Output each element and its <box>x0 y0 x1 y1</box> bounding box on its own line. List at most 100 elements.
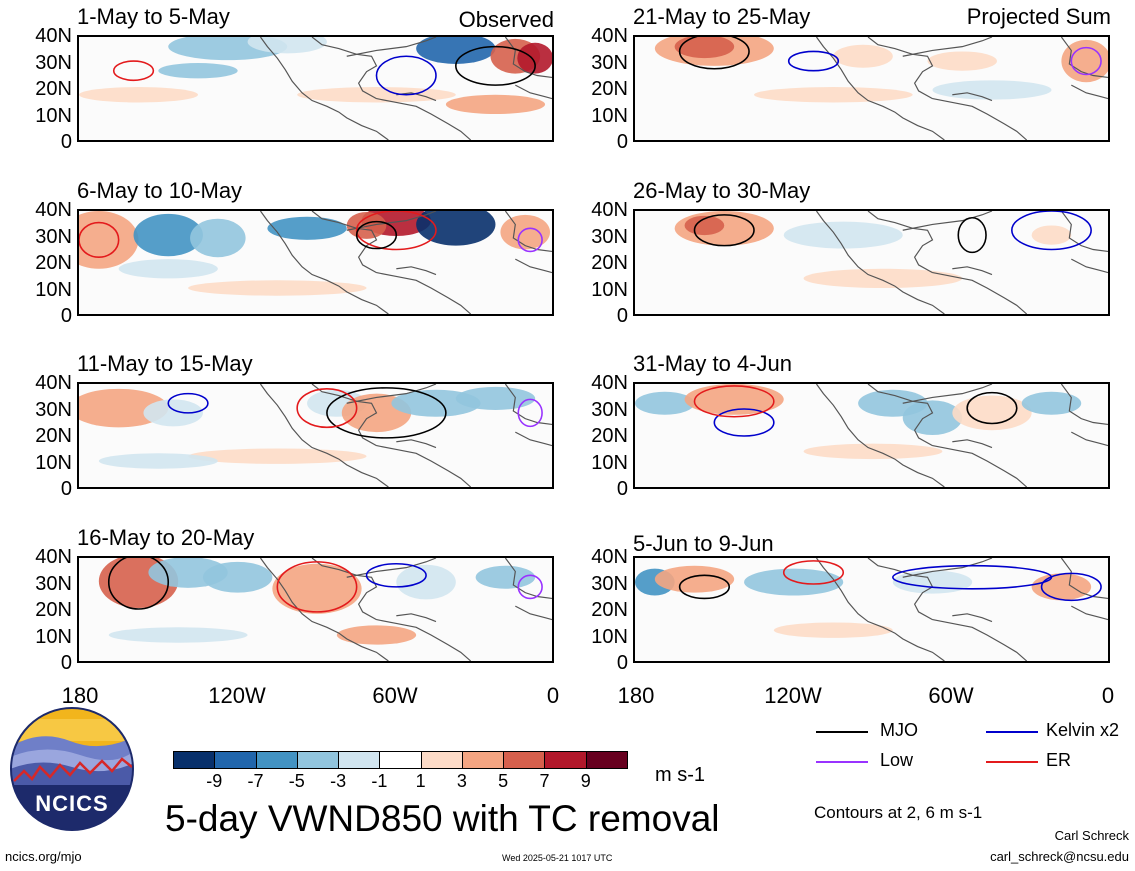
colorbar-swatch <box>379 751 422 769</box>
anomaly-shading <box>500 214 551 250</box>
anomaly-shading <box>517 42 552 74</box>
coastline <box>902 384 993 404</box>
map-panel-2-graphics <box>654 37 1108 140</box>
lat-label: 0 <box>616 652 628 674</box>
coastline <box>504 384 552 426</box>
colorbar-tick-label: -5 <box>288 771 305 791</box>
anomaly-shading <box>833 44 893 68</box>
footer-timestamp: Wed 2025-05-21 1017 UTC <box>502 853 613 863</box>
legend-kelvin-line <box>986 731 1038 733</box>
anomaly-shading <box>1021 391 1082 415</box>
anomaly-shading <box>635 391 695 415</box>
lat-label: 30N <box>591 225 628 248</box>
map-panel-1-graphics <box>79 37 552 140</box>
colorbar-swatch <box>503 751 546 769</box>
map-panel-3 <box>77 209 554 316</box>
lat-label: 0 <box>60 131 72 153</box>
anomaly-shading <box>773 622 893 638</box>
colorbar-tick-label: -9 <box>206 771 223 791</box>
map-panel-4 <box>633 209 1110 316</box>
anomaly-shading <box>803 268 963 289</box>
anomaly-shading <box>654 565 735 593</box>
wave-contour <box>678 574 730 600</box>
coastline <box>867 37 934 100</box>
wave-contour <box>1040 572 1102 602</box>
lat-label: 20N <box>35 425 72 447</box>
contours-note: Contours at 2, 6 m s-1 <box>814 803 983 822</box>
coastline <box>259 37 389 140</box>
anomaly-shading <box>416 211 496 246</box>
legend-low-label: Low <box>880 750 914 770</box>
colorbar-tick-label: -7 <box>247 771 264 791</box>
anomaly-shading <box>297 87 456 103</box>
wave-contour <box>713 408 775 437</box>
colorbar-swatch <box>214 751 257 769</box>
colorbar-ticks: -9 -7 -5 -3 -1 1 3 5 7 9 <box>173 772 627 794</box>
lat-label: 0 <box>60 652 72 674</box>
anomaly-shading <box>445 94 546 115</box>
coastline <box>1071 431 1108 447</box>
ncics-logo-text: NCICS <box>35 791 109 816</box>
lat-label: 30N <box>35 398 72 421</box>
anomaly-shading <box>744 568 844 596</box>
coastline <box>311 37 378 100</box>
lon-label-120w-right: 120W <box>764 683 822 708</box>
lat-label: 0 <box>616 478 628 500</box>
lat-label: 0 <box>60 305 72 327</box>
lon-label-0-right: 0 <box>1101 683 1115 708</box>
colorbar-units: m s-1 <box>655 764 705 786</box>
anomaly-shading <box>108 627 248 643</box>
coastline <box>515 84 552 100</box>
anomaly-shading <box>79 211 139 269</box>
wave-contour <box>107 558 170 610</box>
lat-label: 0 <box>616 131 628 153</box>
anomaly-shading <box>247 37 327 54</box>
coastline <box>346 384 437 404</box>
wave-contour <box>355 220 398 250</box>
colorbar-swatch <box>255 751 298 769</box>
colorbar-tick-label: -3 <box>330 771 347 791</box>
anomaly-shading <box>892 570 973 594</box>
anomaly-shading <box>133 213 203 257</box>
lat-label: 20N <box>591 78 628 100</box>
wave-contour <box>112 60 155 82</box>
colorbar-tick-label: -1 <box>371 771 388 791</box>
anomaly-shading <box>952 395 1032 431</box>
panel-title-4: 26-May to 30-May <box>633 178 811 203</box>
coastline <box>1060 384 1108 426</box>
lat-label: 40N <box>35 199 72 221</box>
anomaly-shading <box>753 87 913 103</box>
coastline <box>311 211 378 274</box>
footer-email: carl_schreck@ncsu.edu <box>990 849 1129 864</box>
wave-contour <box>693 385 775 418</box>
coastline <box>815 37 945 140</box>
footer-author: Carl Schreck <box>1054 828 1129 843</box>
lat-label: 30N <box>591 572 628 595</box>
coastline <box>932 619 1028 661</box>
colorbar-tick-label: 1 <box>415 771 426 791</box>
lon-label-0-left: 0 <box>546 683 560 708</box>
lat-label: 40N <box>35 25 72 47</box>
wave-contour <box>787 50 840 72</box>
coastline <box>376 619 472 661</box>
wave-contour <box>296 388 358 429</box>
anomaly-shading <box>346 211 387 239</box>
anomaly-shading <box>396 564 456 600</box>
coastline <box>346 211 437 231</box>
coastline <box>902 37 993 57</box>
wave-contour <box>966 391 1018 425</box>
colorbar-swatch <box>544 751 587 769</box>
wave-contour <box>1011 211 1092 251</box>
lat-label: 0 <box>60 478 72 500</box>
lat-label: 10N <box>591 625 628 648</box>
anomaly-shading <box>202 561 273 593</box>
anomaly-shading <box>783 221 903 249</box>
panel-title-6: 31-May to 4-Jun <box>633 351 792 376</box>
lat-label: 10N <box>591 104 628 127</box>
colorbar-swatch <box>338 751 381 769</box>
coastline <box>1071 258 1108 274</box>
anomaly-shading <box>803 443 943 460</box>
wave-contour <box>517 227 543 253</box>
lon-label-120w-left: 120W <box>208 683 266 708</box>
legend-mjo-label: MJO <box>880 720 918 740</box>
